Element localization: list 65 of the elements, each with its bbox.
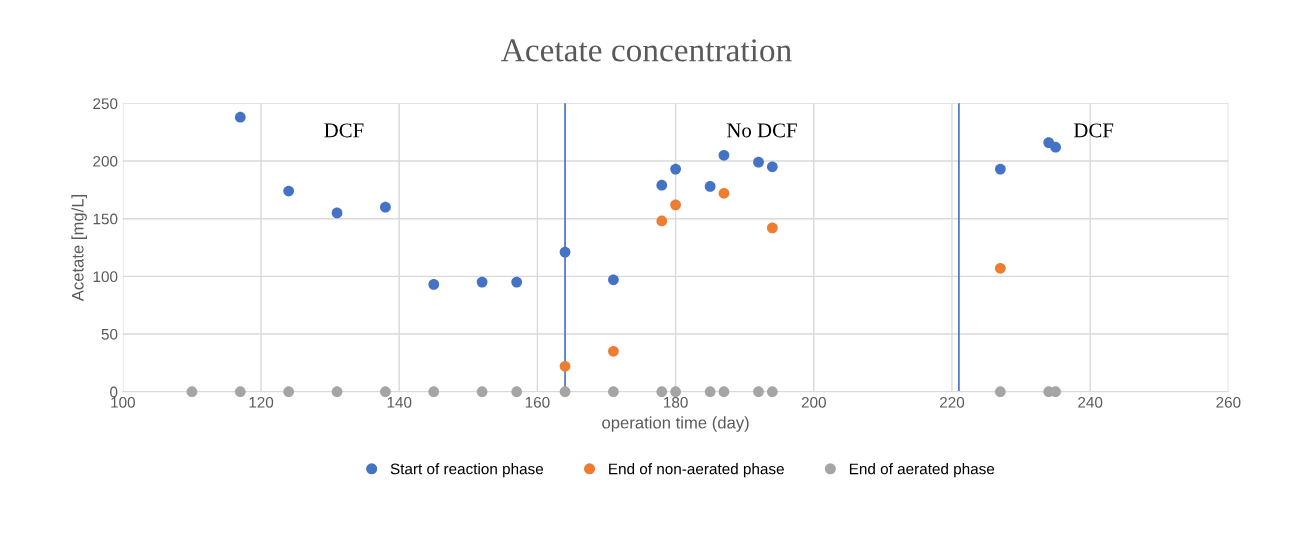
annotation: No DCF xyxy=(726,123,797,138)
y-tick-label: 0 xyxy=(110,386,118,398)
point xyxy=(380,386,391,398)
x-tick-label: 140 xyxy=(387,396,412,408)
annotation: DCF xyxy=(324,123,364,138)
point xyxy=(718,149,730,161)
y-tick-label: 250 xyxy=(93,98,118,110)
point xyxy=(283,185,295,197)
y-axis-title: Acetate [mg/L] xyxy=(71,194,87,302)
y-tick-label: 150 xyxy=(93,213,118,225)
point xyxy=(994,386,1006,398)
x-tick-label: 180 xyxy=(664,396,688,408)
legend-label: Start of reaction phase xyxy=(390,463,544,478)
point xyxy=(670,199,681,211)
point xyxy=(511,386,523,398)
point xyxy=(670,163,681,175)
y-tick-label: 200 xyxy=(93,155,118,167)
point xyxy=(331,207,343,219)
point xyxy=(428,386,440,398)
point xyxy=(608,345,619,357)
point xyxy=(608,274,619,286)
y-tick-label: 100 xyxy=(93,271,118,283)
x-tick-label: 120 xyxy=(249,396,274,408)
x-axis-title: operation time (day) xyxy=(602,416,749,432)
chart-title: Acetate concentration xyxy=(501,39,792,62)
point xyxy=(559,386,571,398)
x-tick-label: 200 xyxy=(801,396,826,408)
point xyxy=(670,386,681,398)
point xyxy=(234,386,246,398)
point xyxy=(753,156,764,168)
point xyxy=(656,215,668,227)
point xyxy=(476,276,488,288)
x-tick-label: 240 xyxy=(1078,396,1103,408)
point xyxy=(511,276,523,288)
point xyxy=(1050,141,1061,153)
point xyxy=(559,360,571,372)
point xyxy=(656,179,668,191)
point xyxy=(608,386,619,398)
point xyxy=(704,181,716,192)
point xyxy=(994,163,1006,175)
point xyxy=(559,246,571,258)
x-tick-label: 260 xyxy=(1216,396,1241,408)
point xyxy=(234,111,246,123)
point xyxy=(186,386,198,398)
y-tick-label: 50 xyxy=(101,328,118,340)
point xyxy=(766,161,778,173)
point xyxy=(704,386,716,398)
point xyxy=(994,262,1006,274)
legend-label: End of aerated phase xyxy=(849,463,995,478)
x-tick-label: 220 xyxy=(940,396,965,408)
point xyxy=(718,187,730,199)
point xyxy=(428,279,440,290)
point xyxy=(766,222,778,234)
x-tick-label: 160 xyxy=(525,396,550,408)
legend-label: End of non-aerated phase xyxy=(609,463,784,478)
x-tick-label: 100 xyxy=(111,396,135,408)
point xyxy=(766,386,778,398)
point xyxy=(331,386,343,398)
point xyxy=(656,386,668,398)
point xyxy=(380,201,391,213)
point xyxy=(283,386,295,398)
point xyxy=(718,386,730,398)
point xyxy=(476,386,488,398)
point xyxy=(753,386,764,398)
annotation: DCF xyxy=(1073,123,1114,138)
